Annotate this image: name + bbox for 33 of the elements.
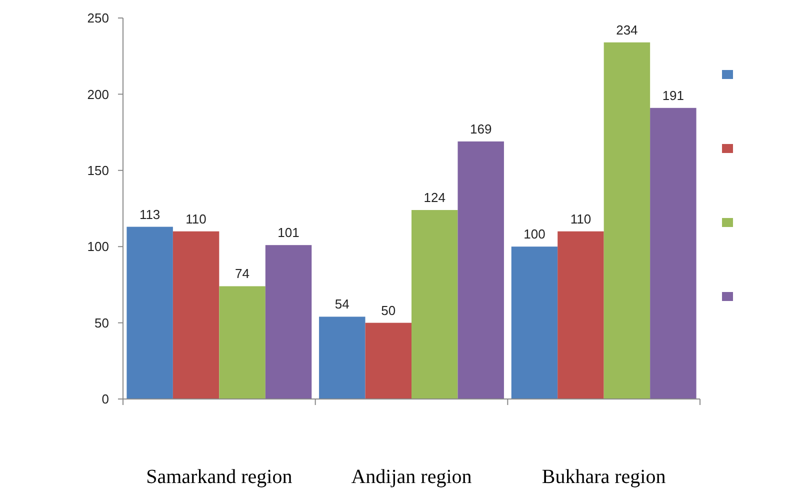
bar: [558, 231, 604, 399]
data-label: 169: [470, 121, 492, 136]
y-tick-label: 150: [87, 162, 109, 178]
data-label: 113: [139, 206, 160, 222]
bar: [126, 226, 173, 399]
y-tick-label: 50: [94, 315, 109, 330]
bar: [319, 316, 366, 399]
data-label: 191: [662, 88, 684, 103]
x-tick-label: Samarkand region: [146, 466, 292, 488]
x-tick-label: Bukhara region: [542, 466, 666, 488]
bar: [604, 42, 650, 399]
y-tick-label: 100: [87, 239, 109, 254]
bar: [365, 322, 412, 399]
bar: [458, 141, 504, 399]
bar: [172, 231, 220, 399]
y-tick-label: 0: [102, 392, 109, 407]
data-label: 124: [424, 190, 446, 206]
y-tick-label: 200: [87, 86, 109, 102]
data-label: 54: [334, 296, 350, 312]
data-label: 100: [524, 226, 546, 242]
y-tick-label: 250: [87, 10, 109, 26]
bar: [412, 210, 458, 399]
bar: [650, 108, 696, 399]
bar: [219, 286, 266, 399]
data-label: 74: [235, 266, 250, 282]
data-label: 110: [186, 211, 206, 226]
bar: [265, 245, 312, 399]
data-label: 110: [570, 211, 592, 226]
bar: [511, 246, 558, 399]
x-tick-label: Andijan region: [351, 466, 472, 488]
data-label: 234: [616, 22, 638, 38]
data-label: 101: [278, 225, 300, 240]
data-label: 50: [381, 302, 396, 318]
